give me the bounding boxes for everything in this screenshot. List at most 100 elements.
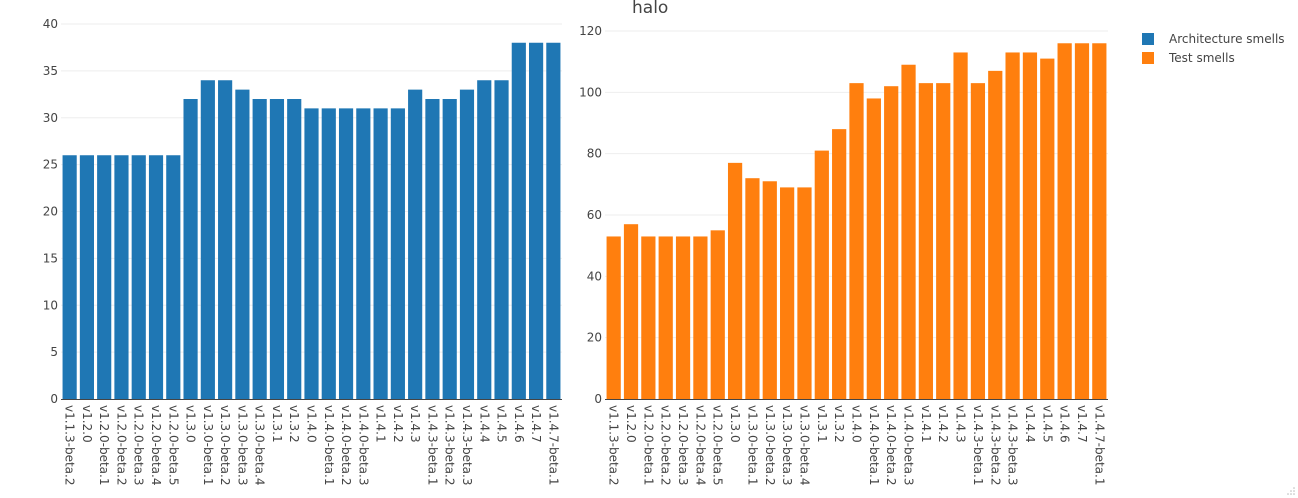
bar[interactable] [390, 108, 405, 399]
bar[interactable] [338, 108, 354, 399]
bar[interactable] [953, 52, 968, 399]
bar[interactable] [727, 162, 743, 399]
bar[interactable] [425, 99, 440, 399]
legend-label[interactable]: Test smells [1168, 51, 1235, 65]
bar[interactable] [459, 89, 475, 399]
bar[interactable] [546, 42, 561, 399]
bar[interactable] [511, 42, 526, 399]
x-tick-label: v1.4.0-beta.1 [867, 405, 881, 485]
x-tick-label: v1.2.0-beta.2 [114, 405, 128, 485]
bar[interactable] [1022, 52, 1038, 399]
x-tick-label: v1.4.0-beta.2 [884, 405, 898, 485]
bar[interactable] [988, 70, 1003, 399]
bar[interactable] [658, 236, 673, 399]
y-tick-label: 120 [579, 24, 602, 38]
x-tick-label: v1.4.5 [495, 405, 509, 443]
y-tick-label: 20 [43, 205, 58, 219]
legend-label[interactable]: Architecture smells [1169, 32, 1285, 46]
bar[interactable] [970, 83, 986, 399]
bar[interactable] [901, 64, 916, 399]
x-tick-label: v1.4.1 [374, 405, 388, 443]
y-tick-label: 10 [43, 298, 58, 312]
bar[interactable] [606, 236, 621, 399]
x-tick-label: v1.3.0-beta.4 [797, 405, 811, 485]
legend-swatch[interactable] [1142, 52, 1154, 64]
x-tick-label: v1.2.0 [80, 405, 94, 443]
bar[interactable] [131, 155, 146, 399]
bar[interactable] [287, 99, 302, 399]
x-tick-label: v1.3.0-beta.1 [745, 405, 759, 485]
bar[interactable] [1005, 52, 1020, 399]
y-tick-label: 60 [587, 208, 602, 222]
bar[interactable] [252, 99, 267, 399]
bar[interactable] [79, 155, 94, 399]
bar[interactable] [762, 181, 777, 399]
bar[interactable] [884, 86, 899, 399]
bar[interactable] [373, 108, 388, 399]
x-tick-label: v1.3.1 [815, 405, 829, 443]
x-tick-label: v1.4.6 [1058, 405, 1072, 443]
x-tick-label: v1.1.3-beta.2 [607, 405, 621, 485]
bar[interactable] [62, 155, 77, 399]
bar[interactable] [97, 155, 112, 399]
bar[interactable] [200, 80, 215, 399]
bar[interactable] [780, 187, 795, 399]
x-tick-label: v1.3.2 [287, 405, 301, 443]
bar[interactable] [1057, 43, 1072, 400]
bar[interactable] [494, 80, 509, 399]
bar[interactable] [918, 83, 933, 399]
bar[interactable] [442, 99, 457, 399]
x-tick-label: v1.2.0-beta.1 [97, 405, 111, 485]
x-tick-label: v1.3.1 [270, 405, 284, 443]
y-tick-label: 30 [43, 111, 58, 125]
bar[interactable] [710, 230, 725, 399]
bar[interactable] [797, 187, 812, 399]
bar[interactable] [866, 98, 881, 399]
bar[interactable] [183, 99, 198, 399]
x-tick-label: v1.4.7-beta.1 [546, 405, 560, 485]
x-tick-label: v1.2.0-beta.5 [711, 405, 725, 485]
bar[interactable] [745, 178, 760, 399]
bar[interactable] [693, 236, 708, 399]
bar[interactable] [304, 108, 319, 399]
bar[interactable] [1074, 43, 1090, 400]
x-tick-label: v1.4.3-beta.2 [443, 405, 457, 485]
bar[interactable] [477, 80, 492, 399]
bar[interactable] [814, 150, 829, 399]
x-tick-label: v1.4.0-beta.1 [322, 405, 336, 485]
bar[interactable] [114, 155, 129, 399]
x-tick-label: v1.4.2 [391, 405, 405, 443]
bar[interactable] [321, 108, 336, 399]
x-tick-label: v1.4.0-beta.2 [339, 405, 353, 485]
bar[interactable] [675, 236, 691, 399]
bar[interactable] [1040, 58, 1055, 399]
y-tick-label: 40 [43, 17, 58, 31]
x-tick-label: v1.2.0-beta.2 [659, 405, 673, 485]
legend-swatch[interactable] [1142, 33, 1154, 45]
bar[interactable] [1092, 43, 1107, 400]
x-tick-label: v1.4.4 [477, 405, 491, 443]
x-tick-label: v1.4.4 [1023, 405, 1037, 443]
y-tick-label: 80 [587, 147, 602, 161]
x-tick-label: v1.3.0 [184, 405, 198, 443]
bar[interactable] [408, 89, 423, 399]
bar[interactable] [235, 89, 250, 399]
bar[interactable] [529, 42, 544, 399]
legend[interactable]: Architecture smells Test smells [1142, 32, 1285, 65]
bar[interactable] [849, 83, 864, 399]
bar[interactable] [832, 129, 847, 399]
bar[interactable] [148, 155, 164, 399]
bar[interactable] [356, 108, 371, 399]
bar[interactable] [936, 83, 951, 399]
x-tick-label: v1.4.6 [512, 405, 526, 443]
resize-grip-icon[interactable] [1286, 486, 1296, 496]
bar[interactable] [166, 155, 181, 399]
x-tick-label: v1.3.2 [832, 405, 846, 443]
x-tick-label: v1.2.0-beta.3 [676, 405, 690, 485]
bar[interactable] [269, 99, 285, 399]
bar[interactable] [641, 236, 656, 399]
bar[interactable] [623, 224, 639, 399]
bar[interactable] [218, 80, 233, 399]
x-tick-label: v1.4.3-beta.2 [988, 405, 1002, 485]
